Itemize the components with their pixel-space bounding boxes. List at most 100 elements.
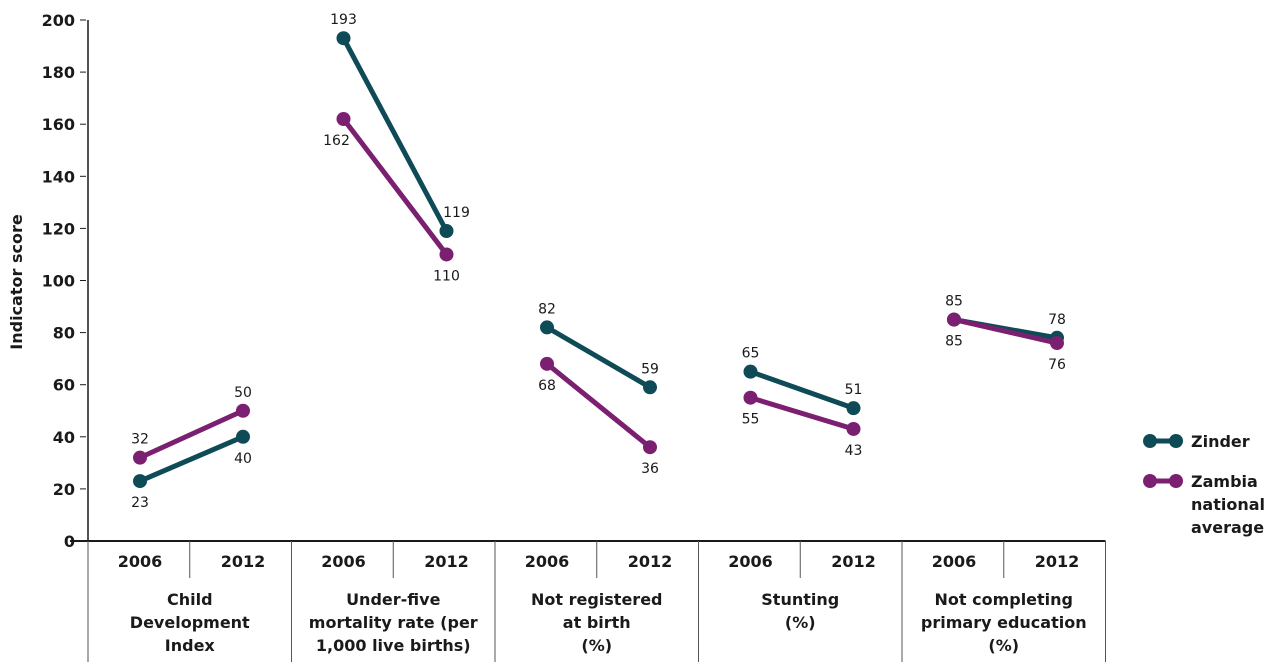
- group-label: mortality rate (per: [309, 613, 478, 632]
- year-label: 2006: [118, 552, 163, 571]
- series-layer: 32 23 50 40 193 162 119 110 82 68 59 36 65 55 51 43 85 85…: [131, 12, 1066, 511]
- data-point: [743, 390, 758, 405]
- data-point: [846, 401, 861, 416]
- series-segment: [137, 408, 246, 461]
- data-label: 76: [1048, 357, 1066, 373]
- year-label: 2012: [628, 552, 673, 571]
- data-point: [540, 320, 554, 335]
- data-label: 59: [641, 361, 659, 377]
- data-label: 23: [131, 495, 149, 511]
- legend-swatch-dot: [1143, 434, 1157, 448]
- series-segment: [341, 116, 449, 257]
- x-axis: 2006 2012 Child Development Index 2006 2012 Und…: [70, 540, 1106, 662]
- legend-item: Zinder: [1143, 432, 1250, 451]
- y-tick-label: 60: [53, 376, 75, 395]
- data-label: 55: [742, 412, 760, 428]
- year-label: 2006: [525, 552, 570, 571]
- data-point: [947, 312, 961, 327]
- y-tick-label: 20: [53, 480, 75, 499]
- year-label: 2012: [221, 552, 266, 571]
- data-point: [439, 224, 454, 239]
- y-tick-label: 0: [64, 532, 75, 551]
- data-label: 82: [538, 301, 556, 317]
- data-point: [540, 356, 554, 371]
- series-zinder: [133, 31, 1064, 489]
- series-zambia-national-average: [133, 111, 1064, 465]
- legend-label: national: [1191, 495, 1265, 514]
- group-label: (%): [785, 613, 816, 632]
- legend: Zinder Zambia national average: [1143, 432, 1265, 537]
- series-segment: [137, 434, 246, 484]
- data-label: 36: [641, 461, 659, 477]
- year-label: 2006: [728, 552, 773, 571]
- year-label: 2012: [1035, 552, 1080, 571]
- data-point: [336, 111, 351, 126]
- year-label: 2012: [424, 552, 469, 571]
- series-segment: [544, 361, 653, 450]
- data-point: [643, 380, 657, 395]
- data-label: 193: [330, 12, 357, 28]
- legend-item: Zambia national average: [1143, 472, 1265, 537]
- data-label: 40: [234, 451, 252, 467]
- y-axis: 0 20 40 60 80 100 120 140 160 180 200: [42, 11, 89, 551]
- group-label: Not completing: [934, 590, 1073, 609]
- group-label: at birth: [563, 613, 631, 632]
- data-label: 119: [443, 205, 470, 221]
- legend-label: Zinder: [1191, 432, 1250, 451]
- series-segment: [748, 395, 856, 432]
- series-segment: [341, 35, 449, 234]
- data-label: 68: [538, 378, 556, 394]
- group-label: Development: [130, 613, 250, 632]
- group-label: (%): [988, 636, 1019, 655]
- legend-swatch-dot: [1169, 474, 1183, 488]
- series-segment: [951, 317, 1060, 346]
- data-label: 85: [945, 334, 963, 350]
- data-label: 110: [433, 268, 460, 284]
- data-point: [439, 247, 454, 262]
- legend-label: Zambia: [1191, 472, 1258, 491]
- y-tick-label: 160: [42, 115, 75, 134]
- legend-swatch-dot: [1169, 434, 1183, 448]
- data-label: 43: [845, 443, 863, 459]
- data-point: [133, 474, 147, 489]
- group-label: Child: [167, 590, 213, 609]
- y-tick-label: 200: [42, 11, 75, 30]
- year-label: 2006: [932, 552, 977, 571]
- group-label: Index: [165, 636, 216, 655]
- data-label: 32: [131, 432, 149, 448]
- data-point: [236, 403, 250, 418]
- group-label: primary education: [921, 613, 1087, 632]
- y-axis-title: Indicator score: [7, 214, 26, 350]
- data-label: 65: [742, 346, 760, 362]
- group-label: (%): [581, 636, 612, 655]
- group-label: Under-five: [346, 590, 441, 609]
- y-tick-label: 100: [42, 272, 75, 291]
- series-segment: [748, 369, 856, 411]
- y-tick-label: 80: [53, 324, 75, 343]
- legend-swatch-dot: [1143, 474, 1157, 488]
- data-label: 85: [945, 294, 963, 310]
- data-point: [643, 440, 657, 455]
- y-tick-label: 120: [42, 219, 75, 238]
- data-point: [846, 421, 861, 436]
- group-label: Stunting: [761, 590, 839, 609]
- data-point: [336, 31, 351, 46]
- year-label: 2006: [321, 552, 366, 571]
- data-point: [1050, 336, 1064, 351]
- y-tick-label: 140: [42, 167, 75, 186]
- y-tick-label: 40: [53, 428, 75, 447]
- data-label: 162: [323, 133, 350, 149]
- data-point: [236, 429, 250, 444]
- year-label: 2012: [831, 552, 876, 571]
- data-label: 50: [234, 385, 252, 401]
- series-segment: [544, 324, 653, 390]
- data-point: [133, 450, 147, 465]
- group-label: 1,000 live births): [316, 636, 471, 655]
- data-label: 78: [1048, 312, 1066, 328]
- legend-label: average: [1191, 518, 1264, 537]
- group-label: Not registered: [531, 590, 663, 609]
- data-label: 51: [845, 382, 863, 398]
- data-point: [743, 364, 758, 379]
- y-tick-label: 180: [42, 63, 75, 82]
